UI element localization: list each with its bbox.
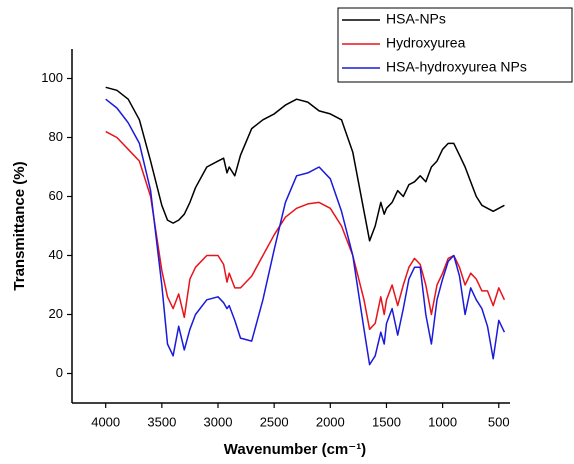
x-axis-title: Wavenumber (cm⁻¹) [224, 441, 366, 458]
y-tick-label: 0 [56, 365, 63, 380]
legend-label: HSA-hydroxyurea NPs [386, 59, 527, 75]
y-tick-label: 100 [41, 70, 63, 85]
series-line [105, 130, 506, 331]
x-tick-label: 3000 [204, 414, 233, 429]
x-tick-label: 1500 [372, 414, 401, 429]
y-tick-label: 40 [49, 247, 63, 262]
legend-label: Hydroxyurea [386, 35, 466, 51]
x-tick-label: 2500 [260, 414, 289, 429]
y-axis-title: Transmittance (%) [11, 161, 28, 290]
y-tick-label: 80 [49, 129, 63, 144]
x-tick-label: 2000 [316, 414, 345, 429]
y-tick-label: 20 [49, 306, 63, 321]
y-tick-label: 60 [49, 188, 63, 203]
series-line [105, 86, 505, 242]
series-line [105, 98, 506, 366]
x-tick-label: 4000 [91, 414, 120, 429]
legend-label: HSA-NPs [386, 11, 446, 27]
x-tick-label: 3500 [147, 414, 176, 429]
x-tick-label: 1000 [428, 414, 457, 429]
x-tick-label: 500 [488, 414, 510, 429]
